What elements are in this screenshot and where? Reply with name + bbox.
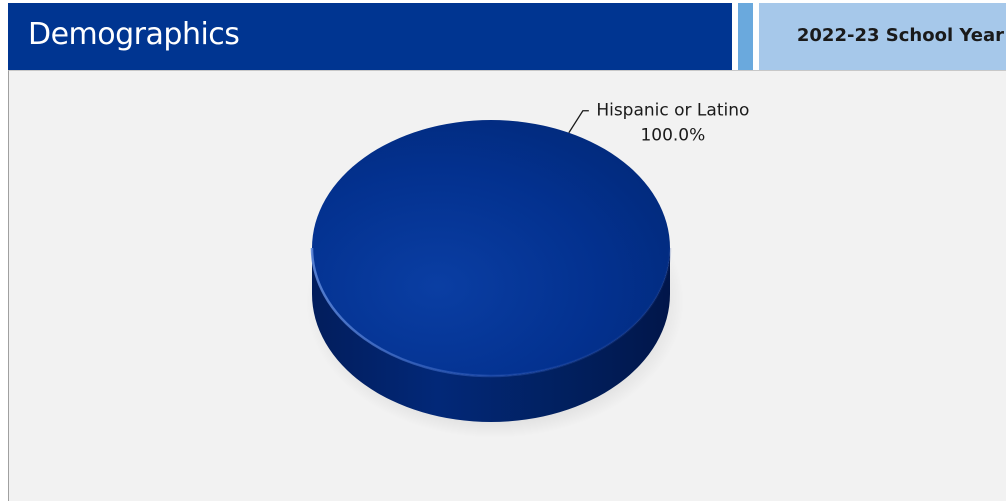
pie-slice <box>312 120 670 376</box>
page-title: Demographics <box>28 17 240 52</box>
school-year-label: 2022-23 School Year <box>796 25 1004 46</box>
pie-slice-rim <box>310 247 672 378</box>
leader-line <box>568 110 589 134</box>
header: Demographics 2022-23 School Year <box>8 3 1006 70</box>
pie-chart: Hispanic or Latino 100.0% <box>306 101 749 438</box>
title-bar: Demographics <box>8 3 732 70</box>
header-divider <box>732 3 738 70</box>
accent-bar <box>738 3 753 70</box>
slice-value-label: 100.0% <box>640 126 705 146</box>
chart-panel: Hispanic or Latino 100.0% <box>8 70 1006 501</box>
header-divider <box>753 3 759 70</box>
pie-slice-side <box>312 248 670 422</box>
slice-category-label: Hispanic or Latino <box>596 101 749 121</box>
school-year-bar: 2022-23 School Year <box>759 3 1006 70</box>
